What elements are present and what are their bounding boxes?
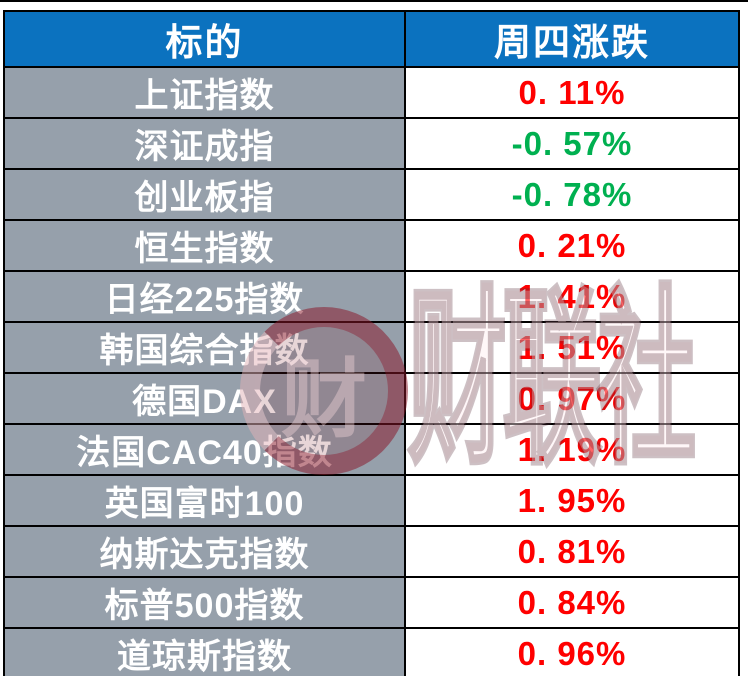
index-name: 上证指数 — [3, 66, 406, 119]
index-name: 日经225指数 — [3, 270, 406, 323]
index-name: 创业板指 — [3, 168, 406, 221]
index-name: 韩国综合指数 — [3, 321, 406, 374]
table-row: 道琼斯指数 0. 96% — [3, 627, 740, 676]
index-change: 0. 96% — [404, 627, 740, 676]
index-change: 0. 11% — [404, 66, 740, 119]
table-row: 日经225指数 1. 41% — [3, 270, 740, 323]
table-row: 纳斯达克指数 0. 81% — [3, 525, 740, 578]
table-row: 德国DAX 0. 97% — [3, 372, 740, 425]
table-row: 恒生指数 0. 21% — [3, 219, 740, 272]
index-change: 1. 41% — [404, 270, 740, 323]
table-row: 标普500指数 0. 84% — [3, 576, 740, 629]
index-name: 法国CAC40指数 — [3, 423, 406, 476]
index-name: 道琼斯指数 — [3, 627, 406, 676]
index-change: 1. 19% — [404, 423, 740, 476]
table-row: 英国富时100 1. 95% — [3, 474, 740, 527]
top-border-line — [0, 0, 748, 2]
table-row: 上证指数 0. 11% — [3, 66, 740, 119]
table-header-row: 标的 周四涨跌 — [3, 10, 740, 68]
index-change: -0. 78% — [404, 168, 740, 221]
index-change: 0. 81% — [404, 525, 740, 578]
index-change: 1. 95% — [404, 474, 740, 527]
index-name: 德国DAX — [3, 372, 406, 425]
index-name: 纳斯达克指数 — [3, 525, 406, 578]
index-name: 深证成指 — [3, 117, 406, 170]
index-name: 英国富时100 — [3, 474, 406, 527]
header-thursday-change: 周四涨跌 — [404, 10, 740, 68]
index-change: 0. 21% — [404, 219, 740, 272]
header-target: 标的 — [3, 10, 406, 68]
index-change-table: 标的 周四涨跌 上证指数 0. 11% 深证成指 -0. 57% 创业板指 -0… — [3, 10, 740, 676]
index-change: 0. 97% — [404, 372, 740, 425]
index-change: 1. 51% — [404, 321, 740, 374]
index-change: -0. 57% — [404, 117, 740, 170]
index-name: 标普500指数 — [3, 576, 406, 629]
index-change: 0. 84% — [404, 576, 740, 629]
table-row: 法国CAC40指数 1. 19% — [3, 423, 740, 476]
index-name: 恒生指数 — [3, 219, 406, 272]
table-row: 深证成指 -0. 57% — [3, 117, 740, 170]
table-row: 创业板指 -0. 78% — [3, 168, 740, 221]
table-row: 韩国综合指数 1. 51% — [3, 321, 740, 374]
